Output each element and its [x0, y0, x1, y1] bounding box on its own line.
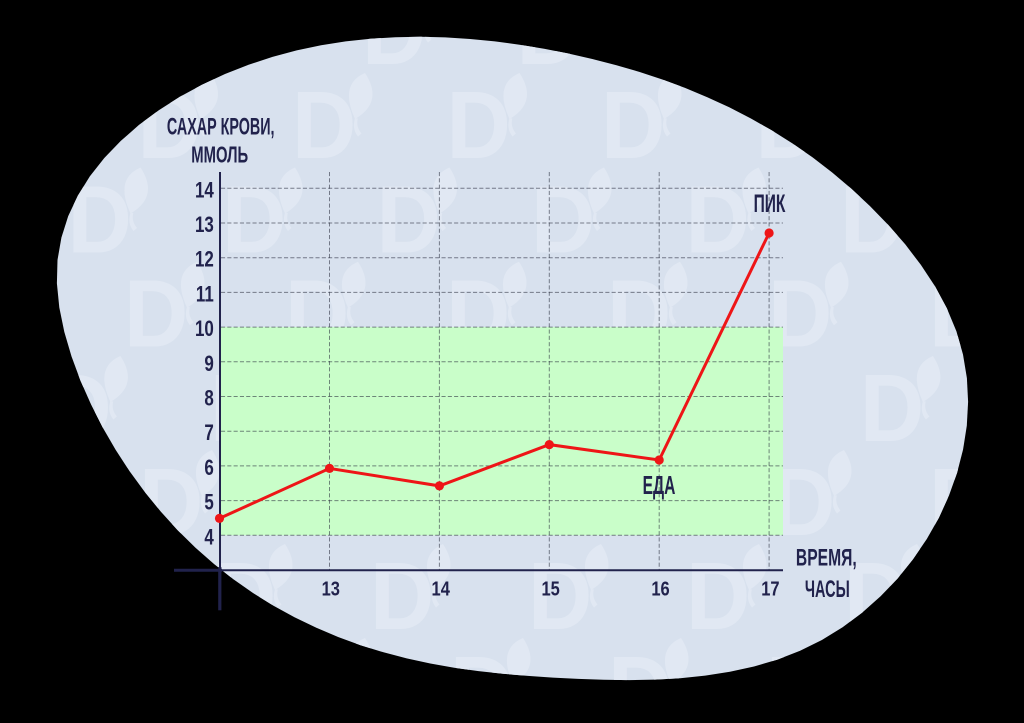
svg-text:10: 10 [195, 317, 214, 342]
svg-text:6: 6 [204, 456, 213, 481]
svg-text:16: 16 [651, 577, 669, 600]
svg-text:7: 7 [204, 421, 213, 446]
svg-text:14: 14 [432, 577, 451, 600]
svg-text:4: 4 [204, 525, 213, 550]
svg-text:8: 8 [204, 386, 213, 411]
svg-text:ЧАСЫ: ЧАСЫ [805, 576, 850, 603]
svg-text:САХАР КРОВИ,: САХАР КРОВИ, [167, 114, 275, 141]
svg-text:11: 11 [196, 282, 214, 307]
svg-text:ПИК: ПИК [754, 190, 786, 218]
svg-text:ВРЕМЯ,: ВРЕМЯ, [796, 545, 857, 571]
svg-text:5: 5 [204, 491, 213, 516]
svg-text:13: 13 [195, 213, 214, 238]
svg-text:ММОЛЬ: ММОЛЬ [191, 142, 248, 168]
svg-text:14: 14 [195, 178, 214, 203]
svg-text:12: 12 [195, 248, 214, 273]
svg-text:ЕДА: ЕДА [643, 471, 676, 500]
svg-text:9: 9 [204, 352, 213, 377]
svg-text:15: 15 [541, 577, 559, 600]
svg-text:13: 13 [322, 577, 340, 600]
svg-text:17: 17 [761, 577, 779, 600]
